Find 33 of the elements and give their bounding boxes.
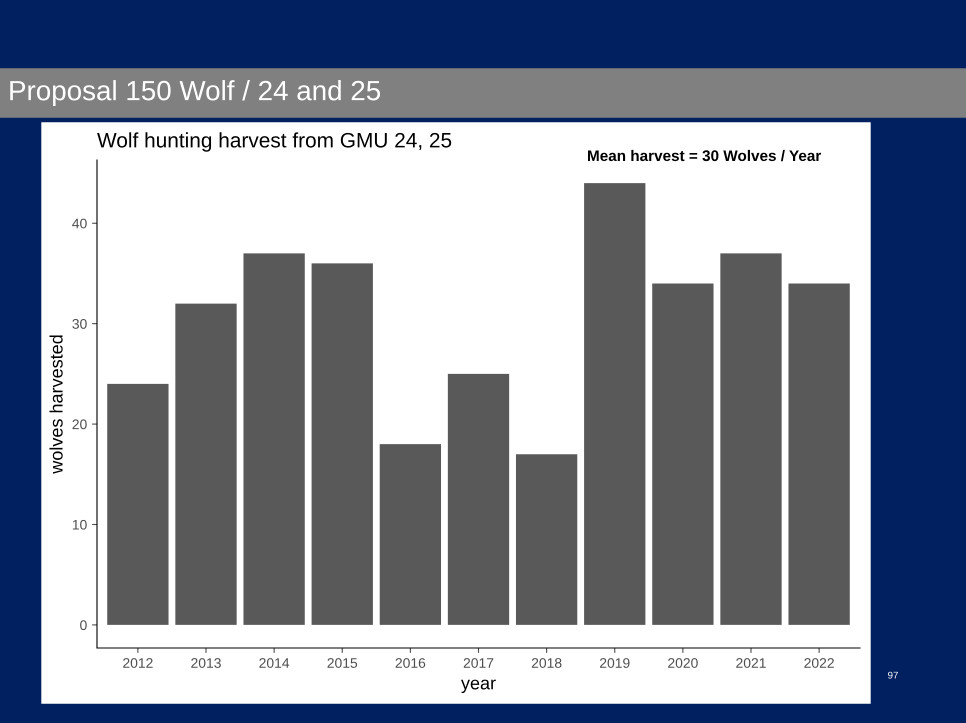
bar [516, 454, 578, 625]
bar [312, 263, 373, 625]
bar [175, 304, 237, 625]
x-tick-label: 2019 [600, 658, 630, 668]
x-tick-label: 2020 [668, 658, 698, 668]
bar [107, 384, 169, 625]
bar [584, 183, 646, 625]
x-tick-label: 2014 [259, 658, 290, 668]
y-tick-label: 20 [72, 419, 87, 430]
x-tick-label: 2022 [804, 658, 834, 668]
x-tick-label: 2018 [532, 658, 562, 668]
x-tick-label: 2021 [736, 658, 766, 668]
bar [788, 284, 850, 625]
x-tick-label: 2013 [191, 658, 221, 668]
annotation: Mean harvest = 30 Wolves / Year [588, 150, 822, 162]
y-tick-label: 10 [72, 520, 87, 530]
y-axis-title: wolves harvested [49, 335, 63, 474]
x-tick-label: 2016 [396, 658, 426, 668]
x-tick-label: 2017 [464, 658, 494, 668]
y-tick-label: 30 [72, 319, 87, 329]
bar [652, 284, 714, 625]
y-tick-label: 0 [80, 620, 87, 630]
bar [720, 253, 782, 625]
chart-subtitle: Wolf hunting harvest from GMU 24, 25 [97, 132, 452, 152]
x-tick-label: 2012 [123, 658, 153, 668]
chart-title: Proposal 150 Wolf / 24 and 25 [10, 80, 380, 106]
bar [448, 374, 510, 625]
y-tick-label: 40 [72, 218, 87, 228]
bar [380, 444, 442, 625]
x-axis-title: year [460, 680, 496, 694]
x-tick-label: 2015 [328, 658, 358, 668]
text: 97 [888, 672, 898, 679]
bar [243, 253, 305, 625]
